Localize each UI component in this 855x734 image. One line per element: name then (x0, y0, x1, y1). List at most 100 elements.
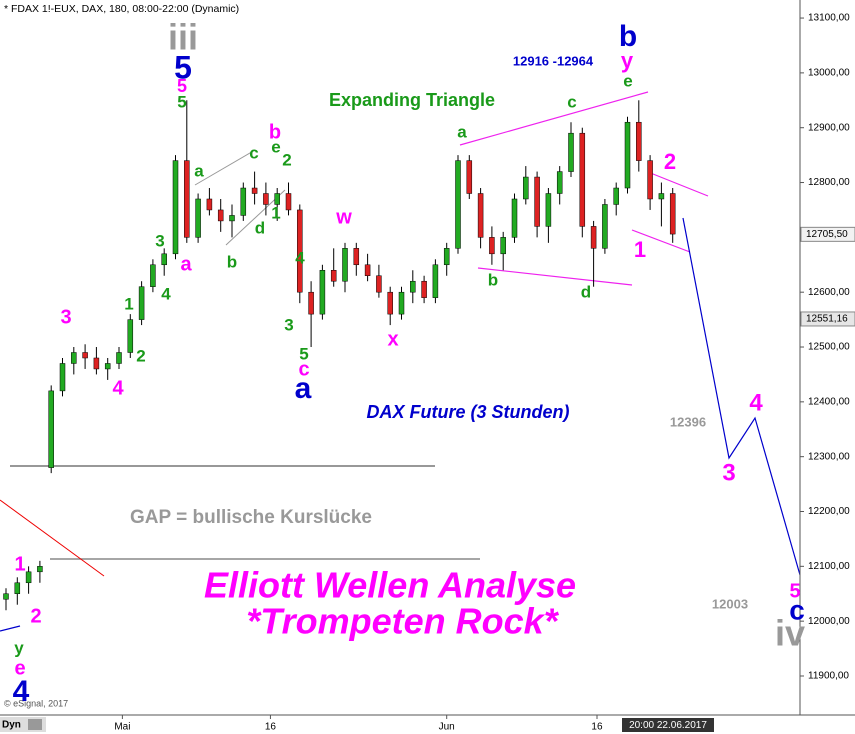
annotation: x (387, 328, 398, 350)
y-tick-label: 12100,00 (808, 561, 850, 572)
candle-body (71, 352, 77, 364)
candle-body (161, 253, 167, 266)
candle-body (568, 132, 574, 172)
annotation: w (335, 206, 352, 228)
annotation: b (488, 270, 498, 289)
footer-icon (28, 719, 42, 730)
annotation: 5 (789, 580, 800, 602)
projection-path (682, 217, 801, 576)
annotation: 4 (112, 377, 124, 399)
candle-body (500, 237, 506, 255)
annotation: e (623, 71, 632, 90)
annotation: 2 (30, 605, 41, 627)
x-tick-label: 16 (591, 722, 603, 733)
candle-body (613, 187, 619, 205)
annotation: 2 (664, 149, 676, 174)
candle-body (206, 198, 213, 211)
candle-body (14, 582, 21, 594)
channel-line (631, 229, 691, 253)
annotation: y (621, 48, 634, 73)
annotation: a (194, 161, 204, 180)
annotation: 5 (177, 76, 187, 96)
y-tick-label: 11900,00 (808, 671, 849, 682)
annotation: c (249, 143, 258, 162)
annotation: 2 (136, 346, 145, 365)
footer-label: Dyn (2, 720, 21, 731)
annotation: b (619, 20, 637, 53)
x-tick-label: Mai (114, 722, 130, 733)
annotation: 3 (60, 306, 71, 328)
trend-line (0, 499, 105, 577)
candle-body (636, 121, 642, 161)
candle-body (195, 198, 201, 238)
candle-body (184, 160, 190, 238)
candle-body (376, 275, 382, 293)
annotation: Expanding Triangle (329, 90, 495, 110)
annotation: c (298, 358, 309, 380)
annotation: 4 (161, 284, 171, 303)
chart-title: * FDAX 1!-EUX, DAX, 180, 08:00-22:00 (Dy… (4, 3, 239, 15)
y-tick-label: 12900,00 (808, 122, 850, 133)
annotation: 3 (155, 231, 164, 250)
candle-body (545, 193, 552, 227)
candle-body (116, 352, 122, 364)
candle-body (274, 193, 280, 205)
candle-body (82, 352, 88, 359)
annotation: y (14, 638, 24, 657)
annotation: 5 (177, 92, 186, 111)
annotation: iii (168, 17, 198, 58)
candle-body (590, 226, 597, 249)
annotation: 2 (282, 150, 291, 169)
candle-body (263, 193, 269, 205)
annotation: e (271, 137, 280, 156)
cursor-box (622, 718, 714, 732)
candle-body (443, 248, 450, 266)
candle-body (658, 193, 665, 200)
price-marker-label: 12551,16 (806, 314, 848, 325)
candle-body (466, 160, 473, 194)
candle-body (48, 390, 54, 468)
price-marker-label: 12705,50 (806, 229, 848, 240)
annotation: Elliott Wellen Analyse (204, 565, 576, 606)
annotation: DAX Future (3 Stunden) (367, 402, 570, 422)
candle-body (104, 363, 111, 370)
candle-body (602, 204, 608, 249)
candle-body (432, 264, 439, 298)
annotation: a (457, 122, 467, 141)
candle-body (534, 176, 540, 227)
annotation: 5 (174, 49, 192, 85)
annotation: 4 (295, 248, 305, 267)
candle-body (669, 193, 676, 235)
annotation: iv (775, 613, 805, 654)
x-tick-label: 16 (265, 722, 277, 733)
y-tick-label: 13100,00 (808, 13, 850, 24)
candle-body (353, 248, 360, 266)
triangle-line (459, 91, 649, 146)
candle-body (647, 160, 653, 200)
candle-body (240, 187, 247, 216)
candle-body (421, 280, 427, 298)
annotation: d (581, 282, 591, 301)
candle-body (624, 121, 631, 189)
candle-body (150, 264, 156, 287)
annotation: 5 (299, 344, 308, 363)
candle-body (330, 270, 337, 282)
annotation: e (14, 657, 25, 679)
candle-body (93, 357, 100, 370)
y-tick-label: 12300,00 (808, 451, 850, 462)
drawing-tools (0, 91, 801, 632)
y-tick-label: 12400,00 (808, 396, 850, 407)
cursor-label: 20:00 22.06.2017 (629, 720, 707, 731)
y-tick-label: 12600,00 (808, 287, 850, 298)
y-tick-label: 12800,00 (808, 177, 850, 188)
annotation: c (567, 92, 576, 111)
annotation: 1 (14, 553, 25, 575)
candle-body (229, 215, 235, 222)
annotation: GAP = bullische Kurslücke (130, 507, 372, 528)
annotation: 1 (634, 237, 646, 262)
candle-body (387, 291, 393, 315)
candle-body (37, 566, 43, 573)
candle-body (297, 209, 303, 293)
annotation: c (789, 594, 805, 625)
annotation: 3 (284, 315, 293, 334)
